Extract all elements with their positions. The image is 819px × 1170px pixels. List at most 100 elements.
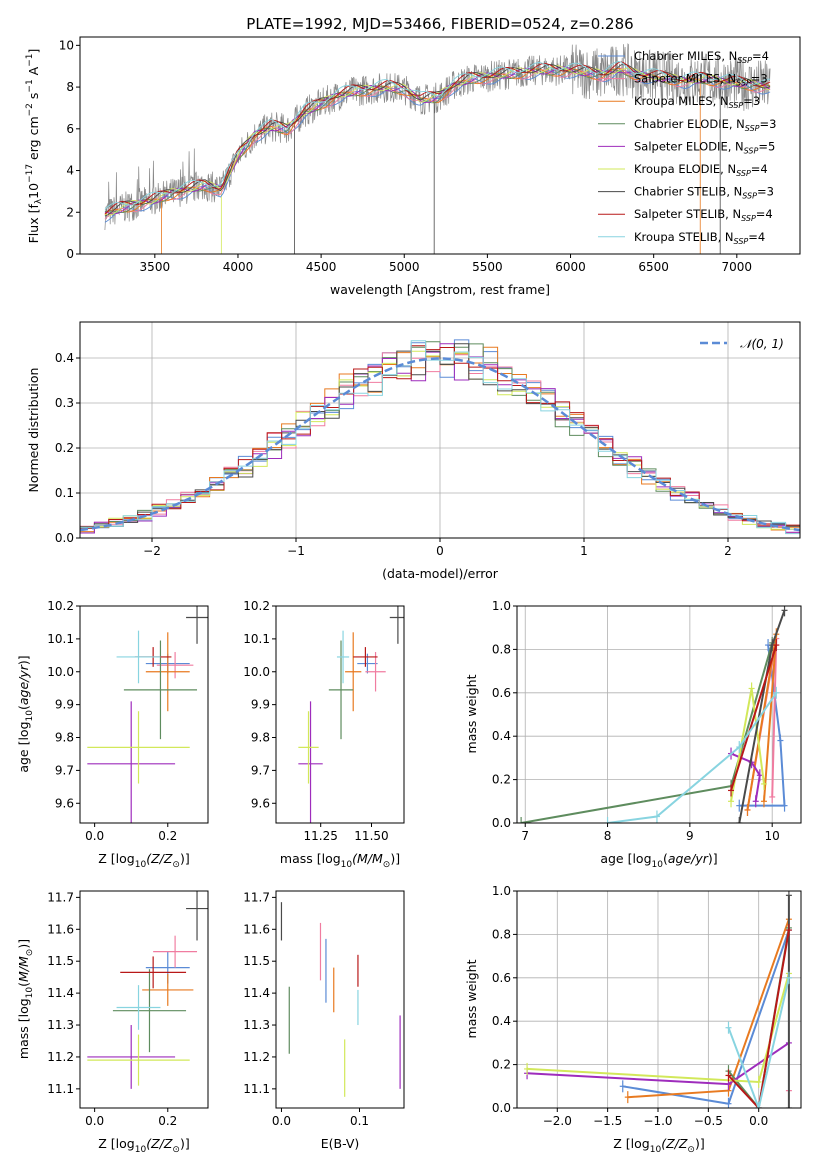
x-tick-label: −2.0	[543, 1114, 572, 1128]
label-sub: ⊙	[172, 1145, 180, 1155]
label-part: age [log	[16, 721, 31, 772]
x-tick-label: 0.2	[158, 1114, 177, 1128]
legend-sub: SSP	[729, 101, 744, 110]
y-tick-label: 10.1	[47, 632, 74, 646]
label-part: )]	[180, 851, 190, 866]
label-part: )]	[16, 939, 31, 949]
label-part: (Z/Z	[661, 1136, 688, 1151]
y-tick-label: 10.1	[243, 632, 270, 646]
label-part: )]	[390, 851, 400, 866]
label-part: s	[26, 93, 41, 104]
y-axis-label: mass weight	[464, 674, 479, 753]
x-tick-label: 3500	[140, 260, 171, 274]
x-tick-label: 11.25	[304, 829, 338, 843]
y-axis-label: age [log10(age/yr)]	[16, 655, 35, 772]
y-tick-label: 0.4	[492, 729, 511, 743]
legend-name: Salpeter ELODIE, N	[634, 139, 744, 153]
plot-area	[87, 606, 208, 823]
label-part: age/yr	[668, 851, 709, 866]
label-part: )]	[16, 655, 31, 665]
age-vs-mass-panel: 11.25 11.50 9.6 9.7 9.8 9.9 10.0 10.1 10.2 mass […	[243, 599, 405, 870]
y-tick-label: 0.8	[492, 642, 511, 656]
y-tick-label: 0.0	[492, 1101, 511, 1115]
label-sub: ⊙	[383, 860, 391, 870]
y-tick-label: 0.3	[55, 396, 74, 410]
legend-label-kroupa-elodie: Kroupa ELODIE, NSSP=4	[634, 162, 768, 178]
legend-label-kroupa-stelib: Kroupa STELIB, NSSP=4	[634, 230, 765, 246]
axes-frame	[275, 890, 405, 1109]
x-tick-label: 0.0	[85, 829, 104, 843]
normal-curve	[80, 357, 800, 532]
mass-vs-metallicity-panel: 0.0 0.2 11.1 11.2 11.3 11.4 11.5 11.6 11.7 Z [log…	[16, 890, 209, 1155]
data-spectrum-line	[104, 43, 771, 231]
label-part: erg cm	[26, 116, 41, 164]
label-sub: 10	[135, 1145, 147, 1155]
legend-name: Kroupa ELODIE, N	[634, 162, 736, 176]
x-tick-label: 1	[580, 544, 588, 558]
y-tick-label: 9.9	[251, 698, 270, 712]
legend-sub: SSP	[736, 79, 751, 88]
label-part: M/M	[16, 956, 31, 982]
label-part: )]	[180, 1136, 190, 1151]
y-tick-label: 1.0	[492, 884, 511, 898]
weight-line-salpeter-stelib	[727, 929, 790, 1108]
label-part: mass [log	[280, 851, 341, 866]
x-tick-label: 2	[724, 544, 732, 558]
y-tick-label: 11.2	[243, 1050, 270, 1064]
age-vs-metallicity-panel: 0.0 0.29.69.79.89.910.010.110.2Z [log10(Z…	[16, 599, 209, 870]
legend-value: =4	[748, 230, 765, 244]
model-line-kroupa-miles	[104, 67, 771, 215]
y-tick-label: 9.7	[55, 763, 74, 777]
legend-sub: SSP	[741, 214, 756, 223]
x-axis-label: mass [log10(M/M⊙)]	[280, 851, 400, 870]
label-part: Z [log	[613, 1136, 649, 1151]
legend-value: =3	[743, 94, 760, 108]
y-tick-label: 0.2	[492, 1058, 511, 1072]
x-tick-label: 0	[436, 544, 444, 558]
x-tick-label: 9	[686, 829, 694, 843]
y-tick-label: 9.6	[55, 796, 74, 810]
x-tick-label: −0.5	[694, 1114, 723, 1128]
label-part: age [log	[600, 851, 651, 866]
label-part: λ	[34, 198, 44, 204]
y-tick-label: 9.8	[55, 731, 74, 745]
legend-label-chabrier-elodie: Chabrier ELODIE, NSSP=3	[634, 117, 776, 133]
y-tick-label: 11.7	[243, 890, 270, 904]
y-tick-label: 10.0	[243, 665, 270, 679]
y-tick-label: 9.9	[55, 698, 74, 712]
y-tick-label: 4	[66, 164, 74, 178]
x-tick-label: 7	[521, 829, 529, 843]
x-tick-label: 0.0	[85, 1114, 104, 1128]
label-part: (Z/Z	[146, 1136, 173, 1151]
legend-sub: SSP	[742, 192, 757, 201]
y-axis-label: mass weight	[464, 959, 479, 1038]
label-sub: 10	[650, 1145, 662, 1155]
label-part: (Z/Z	[146, 851, 173, 866]
y-tick-label: 11.2	[47, 1050, 74, 1064]
y-tick-label: 0.2	[55, 441, 74, 455]
label-part: ⊙	[25, 949, 35, 957]
label-part: age/yr	[16, 664, 31, 705]
y-tick-label: 0.0	[55, 531, 74, 545]
label-part: (	[663, 851, 668, 866]
label-part: mass [log	[16, 998, 31, 1059]
y-tick-label: 9.7	[251, 763, 270, 777]
y-tick-label: 0.6	[492, 686, 511, 700]
weight-line-chabrier-elodie	[520, 642, 774, 823]
label-sub: ⊙	[172, 860, 180, 870]
legend-sub: SSP	[744, 146, 759, 155]
y-tick-label: 10	[59, 38, 74, 52]
legend-label-salpeter-miles: Salpeter MILES, NSSP=3	[634, 72, 768, 88]
legend-sub: SSP	[734, 237, 749, 246]
y-axis-label: mass [log10(M/M⊙)]	[16, 939, 35, 1059]
y-tick-label: 11.6	[47, 922, 74, 936]
mass-vs-ebv-panel: 0.0 0.1 11.1 11.2 11.3 11.4 11.5 11.6 11.7 E(B-V)	[243, 890, 405, 1151]
plot-area	[298, 606, 404, 823]
y-tick-label: 9.8	[251, 731, 270, 745]
y-tick-label: 1.0	[492, 599, 511, 613]
legend-value: =5	[758, 139, 775, 153]
y-tick-label: 6	[66, 122, 74, 136]
legend-sub: SSP	[736, 169, 751, 178]
y-tick-label: 10.2	[47, 599, 74, 613]
